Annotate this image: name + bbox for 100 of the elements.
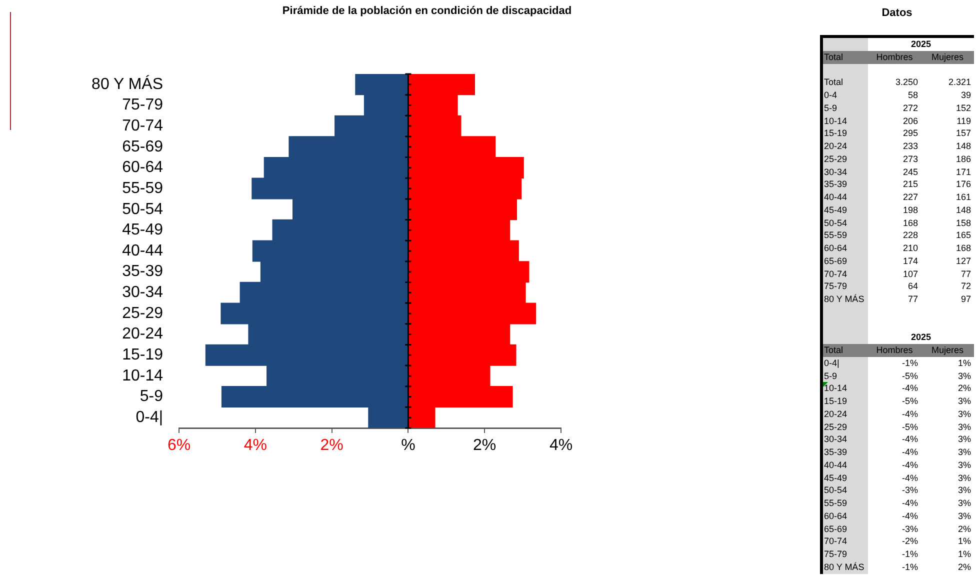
data-label: 72 — [960, 281, 971, 292]
data-label: 3% — [958, 422, 971, 432]
category-label: 65-69 — [824, 256, 848, 266]
data-label: 228 — [902, 230, 918, 240]
data-label: 186 — [956, 154, 971, 164]
data-label: -4% — [902, 447, 918, 457]
data-label: 3% — [958, 460, 971, 470]
y-tick-label: 45-49 — [122, 222, 164, 239]
data-label: 295 — [902, 128, 918, 138]
category-label: 40-44 — [824, 192, 848, 202]
data-label: 2.321 — [948, 77, 971, 88]
y-tick-label: 40-44 — [122, 242, 164, 260]
y-tick-label: 15-19 — [122, 346, 164, 364]
category-label: 15-19 — [824, 128, 848, 138]
data-label: -4% — [902, 510, 918, 521]
category-label: 10-14 — [824, 116, 848, 126]
category-label: 65-69 — [824, 524, 848, 534]
category-label: 55-59 — [824, 498, 848, 508]
category-label: 40-44 — [824, 460, 848, 470]
category-label: 5-9 — [824, 370, 838, 380]
data-label: 215 — [902, 179, 918, 190]
category-label: 75-79 — [824, 549, 848, 559]
category-label: 50-54 — [824, 485, 848, 496]
data-label: 97 — [960, 294, 971, 304]
data-label: 64 — [908, 281, 918, 292]
text: Hombres — [876, 345, 913, 355]
data-label: -4% — [902, 408, 918, 419]
data-label: -3% — [902, 524, 918, 534]
data-label: 176 — [956, 179, 971, 190]
data-label: 3% — [958, 396, 971, 406]
data-label: 3% — [958, 485, 971, 496]
y-tick-label: 5-9 — [140, 388, 164, 406]
data-label: -1% — [902, 549, 918, 559]
data-label: 227 — [902, 192, 918, 202]
category-label: 45-49 — [824, 204, 848, 215]
data-label: 168 — [902, 218, 918, 228]
category-label: 30-34 — [824, 434, 848, 444]
data-label: 77 — [908, 294, 918, 304]
category-label: 20-24 — [824, 408, 848, 419]
data-label: 148 — [956, 204, 971, 215]
category-label: 0-4| — [824, 358, 840, 368]
category-label: 10-14 — [824, 383, 848, 394]
data-label: 2% — [958, 562, 971, 572]
category-label: 35-39 — [824, 447, 848, 457]
data-label: 161 — [956, 192, 971, 202]
category-label: 35-39 — [824, 179, 848, 190]
y-tick-label: 0-4| — [136, 408, 163, 426]
x-tick-label: 4% — [549, 437, 573, 454]
data-label: 3% — [958, 447, 971, 457]
data-label: 2% — [958, 524, 971, 534]
data-label: 3.250 — [895, 77, 918, 88]
data-label: -4% — [902, 383, 918, 394]
data-label: 1% — [958, 358, 971, 368]
chart-title: Pirámide de la población en condición de discapacidad — [282, 5, 572, 18]
data-label: 77 — [960, 268, 971, 278]
data-label: 119 — [956, 116, 971, 126]
data-label: 171 — [956, 166, 971, 176]
category-label: 60-64 — [824, 510, 848, 521]
category-label: 80 Y MÁS — [824, 294, 864, 304]
data-label: 127 — [956, 256, 971, 266]
category-label: 15-19 — [824, 396, 848, 406]
category-label: 45-49 — [824, 472, 848, 482]
y-tick-label: 75-79 — [122, 96, 164, 114]
data-label: -4% — [902, 472, 918, 482]
text: Total — [824, 345, 844, 355]
category-label: 50-54 — [824, 218, 848, 228]
data-label: 245 — [902, 166, 918, 176]
data-label: -1% — [902, 562, 918, 572]
text: 2025 — [910, 332, 932, 342]
data-label: 168 — [956, 243, 971, 253]
data-label: -5% — [902, 396, 918, 406]
text: Mujeres — [931, 52, 964, 62]
category-label: 25-29 — [824, 154, 848, 164]
data-label: 39 — [960, 90, 971, 100]
x-tick-label: % — [401, 437, 416, 454]
data-label: -5% — [902, 370, 918, 380]
data-label: 3% — [958, 408, 971, 419]
data-label: 2% — [958, 383, 971, 394]
category-label: 0-4 — [824, 90, 838, 100]
x-tick-label: 4% — [244, 437, 267, 454]
category-label: 25-29 — [824, 422, 848, 432]
data-label: 210 — [902, 243, 918, 253]
data-label: -4% — [902, 460, 918, 470]
data-label: -2% — [902, 536, 918, 546]
data-label: 3% — [958, 472, 971, 482]
x-tick-label: 2% — [473, 437, 496, 454]
data-label: -4% — [902, 434, 918, 444]
data-label: -4% — [902, 498, 918, 508]
category-label: 5-9 — [824, 102, 838, 113]
data-label: -3% — [902, 485, 918, 496]
data-label: 233 — [902, 141, 918, 151]
category-label: 20-24 — [824, 141, 848, 151]
data-label: 3% — [958, 370, 971, 380]
y-tick-label: 65-69 — [122, 138, 164, 156]
data-label: 206 — [902, 116, 918, 126]
data-label: 107 — [902, 268, 918, 278]
text: Hombres — [876, 52, 913, 62]
category-label: 30-34 — [824, 166, 848, 176]
data-label: 273 — [902, 154, 918, 164]
y-tick-label: 80 Y MÁS — [92, 74, 163, 93]
